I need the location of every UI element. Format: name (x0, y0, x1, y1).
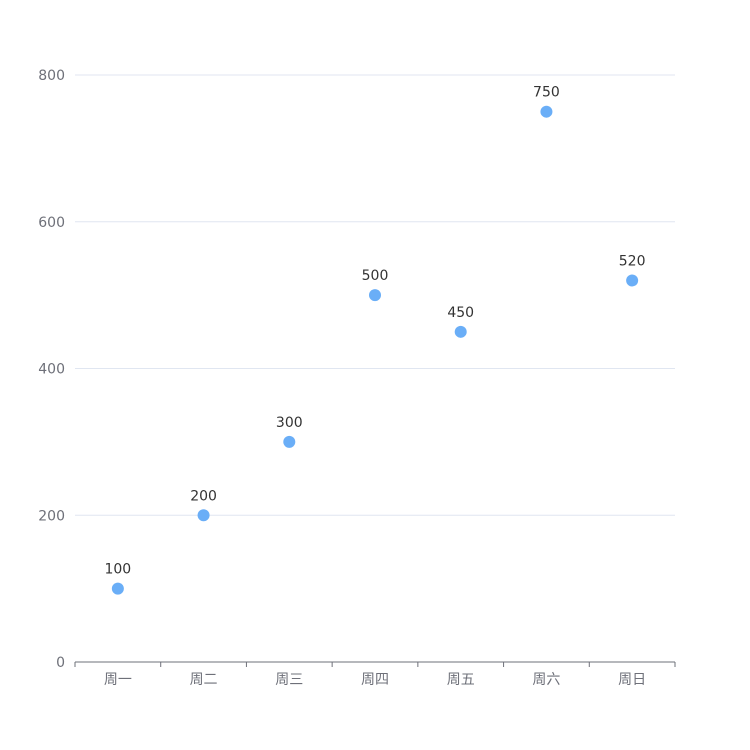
grid-lines (75, 74, 675, 516)
data-label: 100 (104, 562, 131, 578)
x-tick-label: 周日 (618, 672, 646, 688)
data-point[interactable] (111, 582, 124, 595)
y-tick-label: 400 (38, 362, 65, 378)
x-tick-label: 周四 (361, 672, 389, 688)
x-tick-label: 周一 (104, 672, 132, 688)
data-point[interactable] (197, 509, 210, 522)
y-tick-label: 200 (38, 508, 65, 524)
data-points (111, 105, 639, 595)
data-label: 520 (619, 253, 646, 269)
x-tick-label: 周三 (275, 672, 303, 688)
y-tick-label: 800 (38, 68, 65, 84)
x-tick-label: 周二 (190, 672, 218, 688)
data-point[interactable] (626, 274, 639, 287)
data-point[interactable] (454, 325, 467, 338)
data-label: 750 (533, 85, 560, 101)
data-label: 500 (362, 268, 389, 284)
data-point[interactable] (283, 435, 296, 448)
y-axis-tick-labels: 0 200 400 600 800 (38, 68, 65, 671)
x-tick-label: 周六 (532, 672, 560, 688)
x-axis-tick-labels: 周一 周二 周三 周四 周五 周六 周日 (104, 672, 646, 688)
y-tick-label: 600 (38, 215, 65, 231)
data-labels: 100 200 300 500 450 750 520 (104, 85, 645, 578)
y-tick-label: 0 (56, 655, 65, 671)
data-point[interactable] (540, 105, 553, 118)
data-label: 200 (190, 488, 217, 504)
data-point[interactable] (369, 289, 381, 302)
x-axis (74, 661, 676, 667)
x-tick-label: 周五 (447, 672, 475, 688)
data-label: 300 (276, 415, 303, 431)
data-label: 450 (447, 305, 474, 321)
